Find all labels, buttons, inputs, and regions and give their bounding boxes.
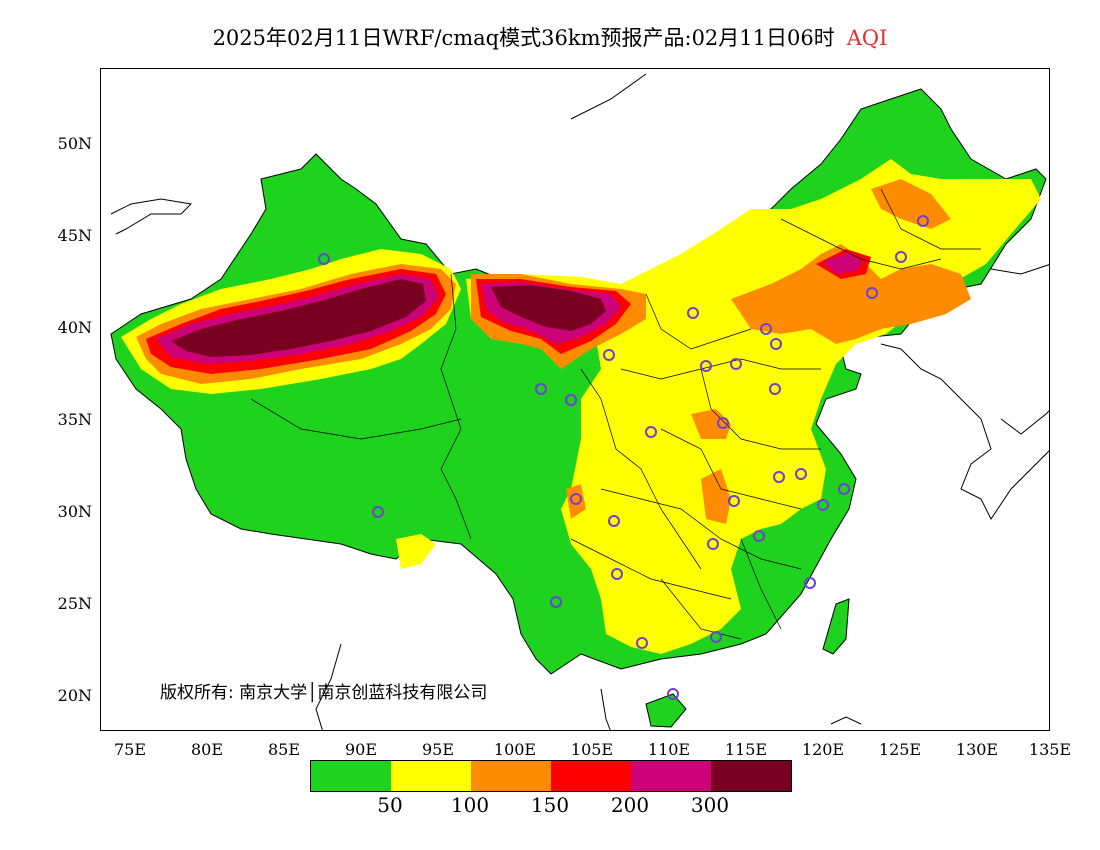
aqi-color-legend	[310, 760, 792, 792]
city-marker	[769, 383, 781, 395]
aqi-zone-sensitive-manchuria	[871, 179, 951, 229]
city-marker	[645, 426, 657, 438]
lat-label-30n: 30N	[57, 502, 92, 521]
legend-swatch	[631, 761, 711, 791]
city-marker	[608, 515, 620, 527]
aqi-map[interactable]	[100, 68, 1050, 731]
city-marker	[707, 538, 719, 550]
hainan-island	[645, 693, 687, 728]
legend-label: 300	[690, 793, 730, 817]
lon-label-120e: 120E	[801, 740, 845, 759]
city-marker	[717, 417, 729, 429]
lon-label-75e: 75E	[113, 740, 147, 759]
city-marker	[804, 577, 816, 589]
city-marker	[700, 360, 712, 372]
taiwan-island	[822, 598, 850, 655]
lon-label-125e: 125E	[878, 740, 922, 759]
legend-swatch	[311, 761, 391, 791]
coastlines	[110, 73, 1049, 730]
legend-label: 150	[530, 793, 570, 817]
city-marker	[917, 215, 929, 227]
aqi-zone-hazardous-north	[491, 285, 606, 331]
city-marker	[730, 358, 742, 370]
legend-swatch	[551, 761, 631, 791]
lon-label-135e: 135E	[1028, 740, 1072, 759]
legend-swatch	[391, 761, 471, 791]
map-canvas	[110, 73, 1049, 730]
lat-label-45n: 45N	[57, 226, 92, 245]
aqi-zone-hazardous-west	[171, 279, 426, 357]
city-marker	[603, 349, 615, 361]
lon-label-105e: 105E	[570, 740, 614, 759]
city-marker	[550, 596, 562, 608]
city-marker	[710, 631, 722, 643]
city-marker	[687, 307, 699, 319]
title-text: 2025年02月11日WRF/cmaq模式36km预报产品:02月11日06时	[212, 26, 835, 50]
lat-label-50n: 50N	[57, 134, 92, 153]
city-marker	[838, 483, 850, 495]
lat-label-40n: 40N	[57, 318, 92, 337]
city-marker	[817, 499, 829, 511]
city-marker	[895, 251, 907, 263]
lon-label-130e: 130E	[955, 740, 999, 759]
city-marker	[760, 323, 772, 335]
lat-label-20n: 20N	[57, 686, 92, 705]
legend-label: 200	[610, 793, 650, 817]
lon-label-100e: 100E	[493, 740, 537, 759]
lon-label-90e: 90E	[344, 740, 378, 759]
aqi-zone-moderate-south	[396, 534, 436, 569]
city-marker	[728, 495, 740, 507]
city-markers	[318, 215, 929, 700]
map-title: 2025年02月11日WRF/cmaq模式36km预报产品:02月11日06时 A…	[0, 22, 1100, 52]
legend-label: 100	[450, 793, 490, 817]
city-marker	[636, 637, 648, 649]
city-marker	[795, 468, 807, 480]
city-marker	[318, 253, 330, 265]
lon-label-95e: 95E	[421, 740, 455, 759]
aqi-zone-sensitive-hubei	[701, 469, 731, 524]
copyright-note: 版权所有: 南京大学│南京创蓝科技有限公司	[160, 683, 488, 703]
aqi-zone-sensitive-northeast	[731, 244, 971, 344]
city-marker	[372, 506, 384, 518]
lon-label-80e: 80E	[190, 740, 224, 759]
province-boundaries	[250, 188, 981, 640]
city-marker	[535, 383, 547, 395]
city-marker	[753, 530, 765, 542]
lon-label-85e: 85E	[267, 740, 301, 759]
aqi-zone-sensitive-sichuan	[566, 484, 586, 519]
aqi-zone-sensitive-central	[691, 409, 731, 439]
city-marker	[565, 394, 577, 406]
legend-swatch	[711, 761, 791, 791]
city-marker	[773, 471, 785, 483]
legend-swatch	[471, 761, 551, 791]
city-marker	[570, 493, 582, 505]
lat-label-25n: 25N	[57, 594, 92, 613]
city-marker	[667, 688, 679, 700]
lon-label-115e: 115E	[724, 740, 768, 759]
lon-label-110e: 110E	[647, 740, 691, 759]
title-variable: AQI	[846, 26, 888, 50]
city-marker	[866, 287, 878, 299]
aqi-zone-very-unhealthy-ne	[823, 253, 863, 274]
lat-label-35n: 35N	[57, 410, 92, 429]
city-marker	[770, 338, 782, 350]
city-marker	[611, 568, 623, 580]
legend-label: 50	[377, 793, 403, 817]
